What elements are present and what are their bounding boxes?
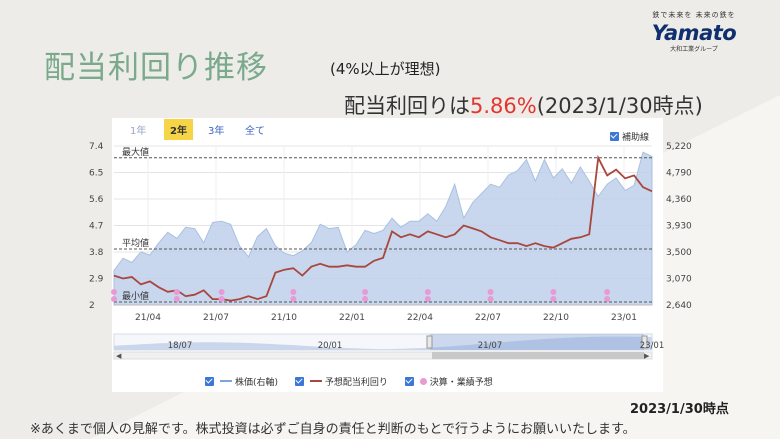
legend-events[interactable]: 決算・業績予想 (404, 375, 493, 388)
scroll-left-icon: ◀ (116, 352, 122, 360)
price-area-series (113, 151, 653, 306)
checkbox-icon (294, 377, 304, 386)
logo-company-name: 大和工業グループ (670, 46, 718, 53)
legend-yield-label: 予想配当利回り (324, 378, 388, 388)
ref-label-min: 最小値 (122, 290, 149, 302)
right-tick-label: 3,930 (666, 222, 692, 232)
x-tick-label: 21/10 (271, 313, 297, 323)
event-marker (290, 296, 297, 302)
event-marker (173, 289, 180, 295)
chart-axes: 7.4 6.5 5.6 4.7 3.8 2.9 2 5,220 4,790 4,360 3,930 3… (89, 142, 692, 323)
navigator-scrollbar-thumb[interactable] (432, 352, 644, 359)
aux-line-toggle[interactable]: 補助線 (610, 130, 649, 143)
navigator-handle-right[interactable] (641, 335, 648, 349)
navigator-tick-label: 23/01 (640, 341, 665, 351)
period-2y-button[interactable]: 2年 (164, 119, 193, 140)
page-subtitle: (4%以上が理想) (330, 60, 441, 78)
event-marker (604, 289, 611, 295)
event-marker (111, 296, 117, 302)
left-tick-label: 4.7 (89, 222, 103, 232)
event-marker (173, 296, 180, 302)
event-marker (290, 289, 297, 295)
period-3y-button[interactable]: 3年 (208, 126, 225, 137)
period-all-button[interactable]: 全て (245, 126, 265, 137)
event-marker (218, 289, 225, 295)
yield-line-series (113, 154, 653, 302)
ref-label-max: 最大値 (122, 146, 149, 158)
legend-yield-swatch (309, 380, 322, 382)
navigator-selection[interactable] (430, 334, 644, 350)
legend-yield[interactable]: 予想配当利回り (294, 375, 388, 388)
legend-price-swatch (220, 380, 232, 382)
event-marker (362, 296, 369, 302)
aux-line-label: 補助線 (622, 133, 650, 143)
x-tick-label: 21/07 (203, 313, 229, 323)
right-tick-label: 2,640 (666, 301, 692, 311)
chart-legend: 株価(右軸) 予想配当利回り 決算・業績予想 (205, 375, 507, 388)
navigator-tick-label: 18/07 (168, 341, 193, 351)
disclaimer: ※あくまで個人の見解です。株式投資は必ずご自身の責任と判断のもとで行うようにお願… (30, 422, 636, 437)
event-marker (487, 296, 494, 302)
event-markers (111, 289, 611, 302)
right-tick-label: 3,070 (666, 275, 692, 285)
navigator-handle-left[interactable] (426, 335, 433, 349)
legend-price[interactable]: 株価(右軸) (205, 375, 278, 388)
logo-tagline: 鉄で未来を 未来の鉄を (652, 11, 736, 19)
checkbox-icon (404, 377, 414, 386)
event-marker (424, 296, 431, 302)
event-marker (487, 289, 494, 295)
x-tick-label: 22/10 (543, 313, 569, 323)
x-tick-label: 22/07 (475, 313, 501, 323)
x-tick-label: 21/04 (135, 313, 161, 323)
event-marker (424, 289, 431, 295)
x-tick-label: 23/01 (611, 313, 637, 323)
yield-suffix: (2023/1/30時点) (536, 94, 703, 118)
logo-wordmark: Yamato (651, 21, 737, 45)
event-marker (550, 289, 557, 295)
event-marker (604, 296, 611, 302)
event-marker (218, 296, 225, 302)
yield-value: 5.86% (470, 94, 537, 118)
x-tick-label: 22/04 (407, 313, 433, 323)
right-tick-label: 4,790 (666, 169, 692, 179)
period-1y-button[interactable]: 1年 (130, 126, 147, 137)
left-tick-label: 6.5 (89, 169, 103, 179)
legend-events-swatch (419, 378, 427, 385)
event-marker (111, 289, 117, 295)
event-marker (362, 289, 369, 295)
left-tick-label: 3.8 (89, 248, 104, 258)
right-tick-label: 4,360 (666, 195, 692, 205)
navigator-tick-label: 20/01 (318, 341, 343, 351)
dividend-yield-statement: 配当利回りは5.86%(2023/1/30時点) (344, 90, 703, 120)
left-tick-label: 2 (89, 301, 95, 311)
right-tick-label: 5,220 (666, 142, 692, 152)
page-title: 配当利回り推移 (44, 50, 268, 86)
company-logo: 鉄で未来を 未来の鉄を Yamato 大和工業グループ (640, 10, 748, 60)
checkbox-icon (610, 132, 619, 141)
date-note: 2023/1/30時点 (630, 402, 729, 417)
navigator-scrollbar (113, 351, 653, 360)
yield-prefix: 配当利回りは (344, 94, 470, 118)
left-tick-label: 2.9 (89, 275, 104, 285)
checkbox-icon (205, 377, 214, 386)
x-tick-label: 22/01 (339, 313, 365, 323)
left-tick-label: 7.4 (89, 142, 104, 152)
legend-price-label: 株価(右軸) (235, 378, 279, 388)
legend-events-label: 決算・業績予想 (429, 378, 493, 388)
range-navigator: 18/07 20/01 21/07 23/01 ◀ ▶ (113, 333, 665, 360)
navigator-series (114, 336, 652, 350)
right-tick-label: 3,500 (666, 248, 692, 258)
left-tick-label: 5.6 (89, 195, 104, 205)
ref-label-avg: 平均値 (122, 237, 149, 249)
event-marker (550, 296, 557, 302)
navigator-tick-label: 21/07 (478, 341, 503, 351)
scroll-right-icon: ▶ (644, 352, 650, 360)
